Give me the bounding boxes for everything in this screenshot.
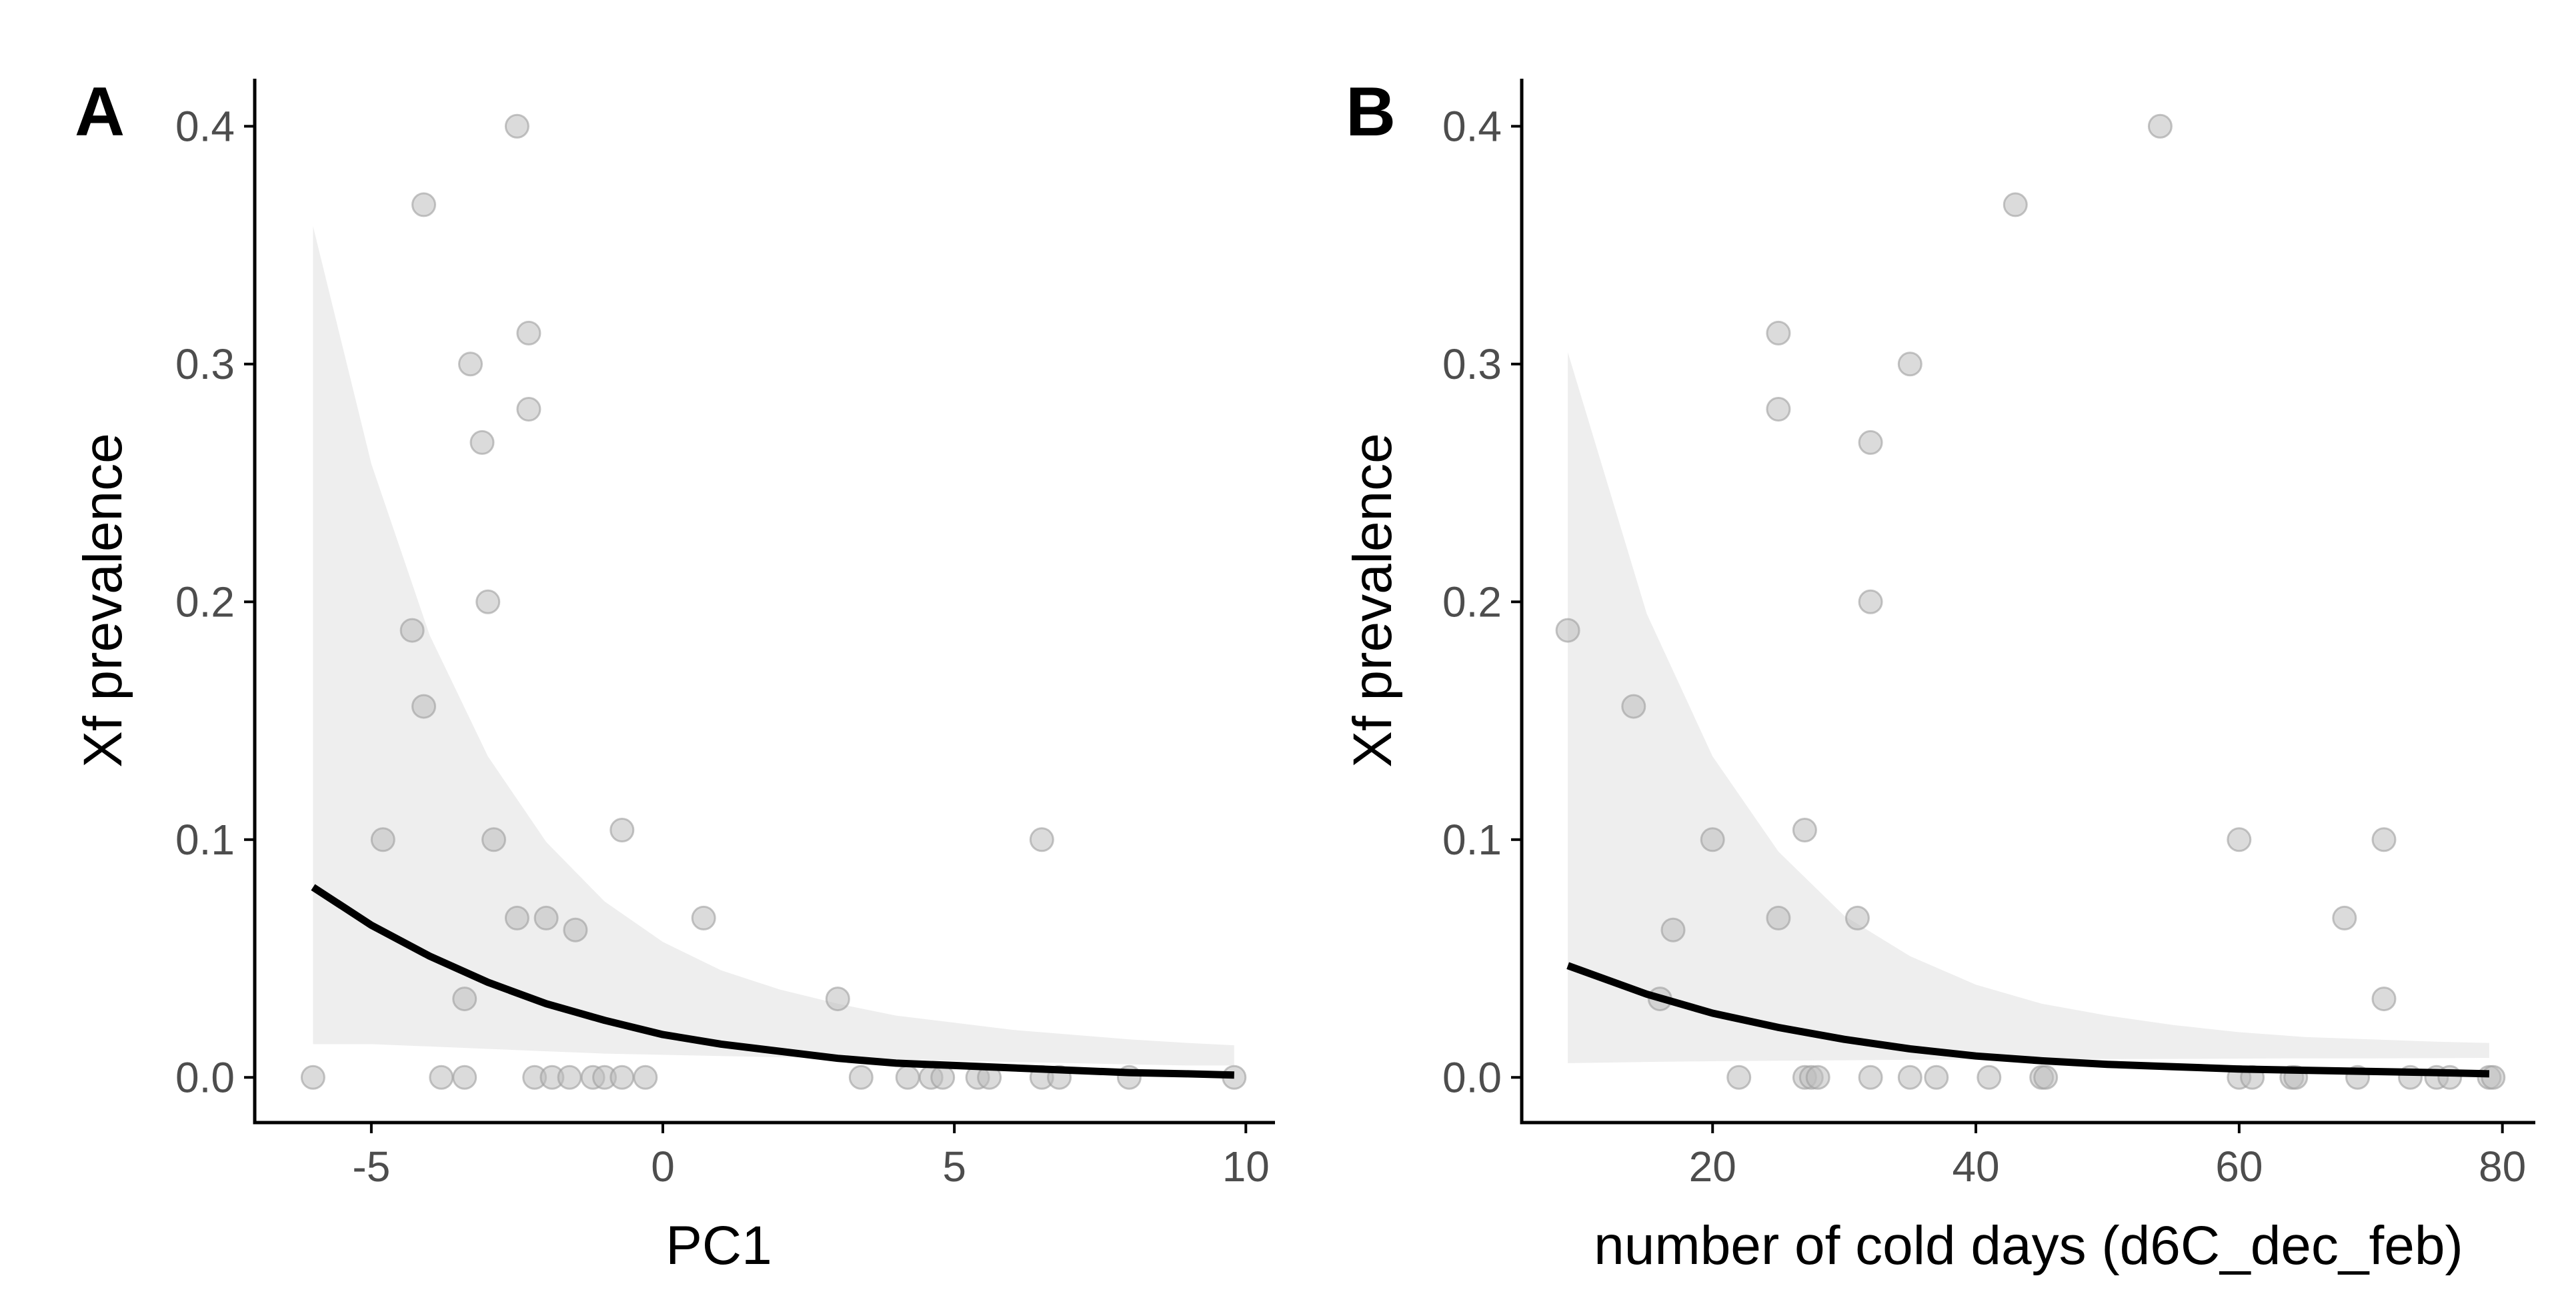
data-point <box>2481 1065 2506 1090</box>
data-point <box>2147 113 2173 139</box>
data-point <box>1766 905 1791 930</box>
data-point <box>2332 905 2357 930</box>
data-point <box>563 917 588 942</box>
data-point <box>469 430 495 455</box>
y-tick-label: 0.4 <box>175 102 235 150</box>
data-point <box>2033 1065 2059 1090</box>
y-tick-label: 0.0 <box>1442 1053 1502 1101</box>
data-point <box>1844 905 1870 930</box>
data-point <box>1700 827 1725 852</box>
data-point <box>1792 818 1817 842</box>
data-point <box>1858 430 1883 455</box>
y-tick-label: 0.3 <box>1442 340 1502 388</box>
x-tick-label: 80 <box>2479 1143 2526 1191</box>
y-tick-label: 0.1 <box>1442 816 1502 864</box>
data-point <box>411 192 436 217</box>
panel-label-a: A <box>75 73 125 151</box>
x-tick-label: -5 <box>352 1143 390 1191</box>
fit-line-a-group <box>311 884 1234 1079</box>
y-tick-label: 0.2 <box>175 578 235 626</box>
data-point <box>1660 917 1686 942</box>
data-point <box>1621 694 1646 719</box>
data-point <box>1805 1065 1830 1090</box>
x-tick-label: 10 <box>1222 1143 1270 1191</box>
panel-a: 0.0 0.1 0.2 0.3 0.4 -5 0 5 10 A PC1 Xf prevalenc… <box>73 73 1275 1276</box>
panel-label-b: B <box>1346 73 1396 151</box>
data-point <box>452 1065 477 1090</box>
axes-b: 0.0 0.1 0.2 0.3 0.4 20 40 60 80 <box>1442 79 2535 1191</box>
x-tick-label: 0 <box>651 1143 675 1191</box>
y-tick-label: 0.2 <box>1442 578 1502 626</box>
data-point <box>411 694 436 719</box>
x-tick-label: 60 <box>2215 1143 2263 1191</box>
data-point <box>825 987 850 1012</box>
data-point <box>1858 589 1883 614</box>
data-point <box>1766 320 1791 346</box>
data-point <box>557 1065 582 1090</box>
data-point <box>1858 1065 1883 1090</box>
data-point <box>691 905 716 930</box>
data-point <box>370 827 395 852</box>
fit-line-a <box>311 884 1234 1079</box>
data-point <box>1897 1065 1922 1090</box>
fit-line-b <box>1566 962 2490 1078</box>
y-tick-label: 0.0 <box>175 1053 235 1101</box>
data-point <box>848 1065 874 1090</box>
points-a-group <box>300 113 1247 1090</box>
data-point <box>475 589 501 614</box>
axes-a: 0.0 0.1 0.2 0.3 0.4 -5 0 5 10 <box>175 79 1275 1191</box>
y-axis-title-b: Xf prevalence <box>1342 433 1403 767</box>
data-point <box>1924 1065 1949 1090</box>
data-point <box>1766 397 1791 422</box>
confidence-band-b <box>1568 352 2489 1063</box>
x-tick-label: 5 <box>942 1143 966 1191</box>
data-point <box>633 1065 658 1090</box>
confidence-band-a-group <box>313 226 1234 1066</box>
data-point <box>516 320 541 346</box>
data-point <box>1555 618 1580 643</box>
data-point <box>609 818 635 842</box>
y-tick-label: 0.3 <box>175 340 235 388</box>
data-point <box>458 352 483 377</box>
data-point <box>300 1065 325 1090</box>
y-tick-label: 0.1 <box>175 816 235 864</box>
data-point <box>2003 192 2028 217</box>
data-point <box>452 987 477 1012</box>
data-point <box>2227 827 2252 852</box>
data-point <box>609 1065 635 1090</box>
data-point <box>1726 1065 1752 1090</box>
points-b-group <box>1555 113 2506 1090</box>
data-point <box>930 1065 956 1090</box>
confidence-band-a <box>313 226 1234 1066</box>
data-point <box>2371 827 2397 852</box>
data-point <box>481 827 506 852</box>
data-point <box>2371 987 2397 1012</box>
data-point <box>504 113 529 139</box>
y-axis-title-a: Xf prevalence <box>73 433 133 767</box>
x-axis-title-a: PC1 <box>666 1215 772 1276</box>
fit-line-b-group <box>1566 962 2490 1078</box>
y-tick-label: 0.4 <box>1442 102 1502 150</box>
data-point <box>895 1065 920 1090</box>
data-point <box>399 618 425 643</box>
confidence-band-b-group <box>1568 352 2489 1063</box>
data-point <box>429 1065 454 1090</box>
data-point <box>504 905 529 930</box>
data-point <box>1029 827 1054 852</box>
data-point <box>1897 352 1922 377</box>
x-tick-label: 40 <box>1952 1143 1999 1191</box>
x-axis-title-b: number of cold days (d6C_dec_feb) <box>1594 1215 2463 1276</box>
x-tick-label: 20 <box>1689 1143 1736 1191</box>
data-point <box>533 905 559 930</box>
panel-b: 0.0 0.1 0.2 0.3 0.4 20 40 60 80 B number of cold… <box>1342 73 2535 1276</box>
data-point <box>516 397 541 422</box>
data-point <box>1977 1065 2002 1090</box>
